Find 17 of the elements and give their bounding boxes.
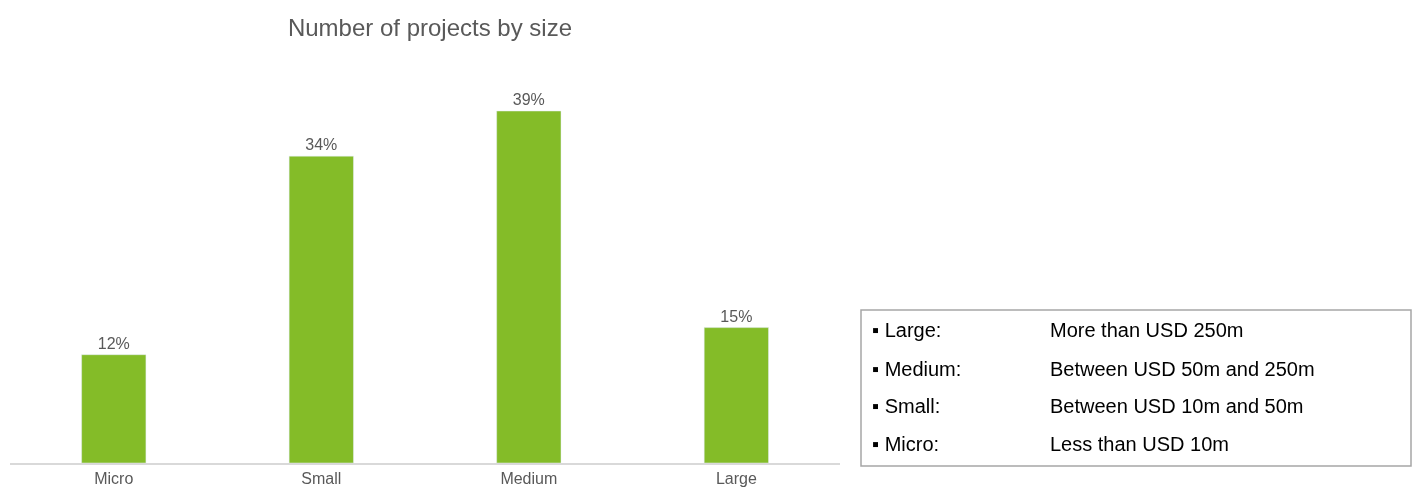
text: ▪ Large: More than USD 250m (872, 319, 1244, 341)
bar (288, 155, 354, 463)
bar (496, 110, 562, 463)
bar (703, 327, 769, 463)
text: ▪ Small: Between USD 10m and 50m (872, 395, 1304, 417)
data-label: 39% (512, 91, 545, 108)
x-tick-label: Large (715, 470, 757, 488)
text: ▪ Micro: Less than USD 10m (872, 433, 1229, 455)
x-tick-label: Small (301, 470, 342, 488)
x-tick-label: Micro (94, 470, 134, 488)
data-label: 15% (720, 307, 753, 325)
chart-title: Number of projects by size (287, 14, 573, 42)
x-tick-label: Medium (500, 470, 558, 488)
data-label: 12% (97, 334, 130, 352)
data-label: 34% (305, 136, 338, 154)
bar (81, 354, 147, 463)
text: ▪ Medium: Between USD 50m and 250m (872, 358, 1315, 380)
